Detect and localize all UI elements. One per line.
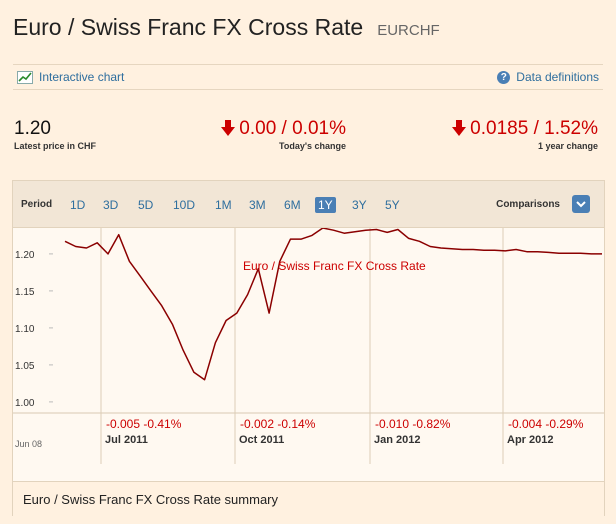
- data-definitions-link[interactable]: ? Data definitions: [497, 70, 599, 84]
- interactive-chart-link[interactable]: Interactive chart: [17, 70, 124, 84]
- period-5d-button[interactable]: 5D: [138, 198, 154, 212]
- period-10d-button[interactable]: 10D: [173, 198, 196, 212]
- line-chart-icon: [17, 70, 33, 84]
- y-tick-label: 1.10: [15, 324, 35, 335]
- x-tick-label: Oct 2011: [239, 434, 284, 446]
- question-icon: ?: [497, 70, 511, 84]
- y-tick-label: 1.00: [15, 398, 35, 409]
- period-label: Period: [21, 199, 53, 210]
- summary-title: Euro / Swiss Franc FX Cross Rate summary: [23, 492, 278, 507]
- year-change-block: 0.0185 / 1.52% 1 year change: [418, 118, 598, 151]
- x-tick-label: Jul 2011: [105, 434, 148, 446]
- ticker-symbol: EURCHF: [377, 22, 440, 39]
- period-3d-button[interactable]: 3D: [103, 198, 119, 212]
- down-arrow-icon: [221, 120, 236, 136]
- title-row: Euro / Swiss Franc FX Cross Rate EURCHF: [13, 14, 440, 44]
- x-tick-label: Jan 2012: [374, 434, 420, 446]
- year-change-value: 0.0185 / 1.52%: [470, 118, 598, 139]
- down-arrow-icon: [452, 120, 467, 136]
- summary-bar[interactable]: Euro / Swiss Franc FX Cross Rate summary: [13, 481, 604, 516]
- series-label: Euro / Swiss Franc FX Cross Rate: [243, 259, 426, 273]
- y-tick-label: 1.05: [15, 361, 35, 372]
- page-title: Euro / Swiss Franc FX Cross Rate: [13, 14, 364, 40]
- y-tick-label: 1.20: [15, 250, 35, 261]
- comparisons-label: Comparisons: [496, 199, 560, 210]
- period-change-label: -0.010 -0.82%: [375, 417, 451, 431]
- x-start-label: Jun 08: [15, 439, 42, 449]
- links-row: Interactive chart ? Data definitions: [13, 64, 603, 90]
- latest-price-value: 1.20: [14, 118, 51, 139]
- todays-change-label: Today's change: [279, 141, 346, 151]
- comparisons-dropdown[interactable]: [572, 195, 590, 213]
- period-change-label: -0.004 -0.29%: [508, 417, 584, 431]
- price-chart: 1.20 1.15 1.10 1.05 1.00 -0.005 -0.41% Jul 201…: [13, 228, 604, 464]
- period-change-label: -0.005 -0.41%: [106, 417, 182, 431]
- todays-change-block: 0.00 / 0.01% Today's change: [206, 118, 346, 151]
- period-1m-button[interactable]: 1M: [215, 198, 232, 212]
- period-change-label: -0.002 -0.14%: [240, 417, 316, 431]
- latest-price-label: Latest price in CHF: [14, 141, 97, 151]
- period-6m-button[interactable]: 6M: [284, 198, 301, 212]
- period-5y-button[interactable]: 5Y: [385, 198, 400, 212]
- x-tick-label: Apr 2012: [507, 434, 553, 446]
- period-1d-button[interactable]: 1D: [70, 198, 86, 212]
- period-toolbar: Period 1D 3D 5D 10D 1M 3M 6M 1Y 3Y 5Y Co…: [13, 181, 604, 228]
- y-tick-label: 1.15: [15, 287, 35, 298]
- chart-panel: Period 1D 3D 5D 10D 1M 3M 6M 1Y 3Y 5Y Co…: [12, 180, 605, 516]
- period-3m-button[interactable]: 3M: [249, 198, 266, 212]
- interactive-chart-label: Interactive chart: [39, 70, 125, 84]
- data-definitions-label: Data definitions: [516, 70, 599, 84]
- series-line: [64, 228, 602, 381]
- todays-change-value: 0.00 / 0.01%: [239, 118, 346, 139]
- period-3y-button[interactable]: 3Y: [352, 198, 367, 212]
- period-1y-button[interactable]: 1Y: [315, 197, 336, 213]
- latest-price-block: 1.20 Latest price in CHF: [14, 118, 96, 151]
- year-change-label: 1 year change: [537, 141, 598, 151]
- chevron-down-icon: [576, 201, 586, 208]
